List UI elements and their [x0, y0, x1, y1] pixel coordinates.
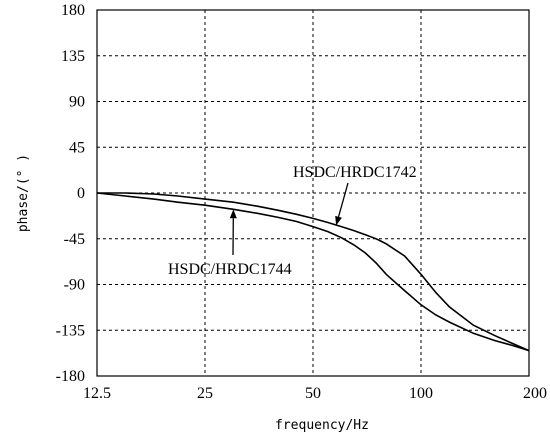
y-tick-label: 0: [77, 185, 85, 202]
annotation-1744-arrowhead: [230, 209, 237, 218]
y-tick-label: -180: [56, 368, 85, 385]
x-axis-label: frequency/Hz: [275, 418, 369, 433]
annotation-1742-arrowhead: [335, 216, 342, 226]
tick-labels: 12.5 25 50 100 200 180 135 90 45 0 -45 -90 -135 -180: [56, 2, 547, 402]
y-tick-label: 180: [61, 2, 85, 19]
grid-lines: [97, 10, 529, 376]
annotation-1744: HSDC/HRDC1744: [168, 209, 292, 278]
annotation-1742-label: HSDC/HRDC1742: [293, 164, 417, 181]
annotation-1742: HSDC/HRDC1742: [293, 164, 417, 226]
x-tick-label: 25: [197, 385, 213, 402]
y-tick-label: 45: [69, 139, 85, 156]
y-tick-label: 90: [69, 94, 85, 111]
x-tick-label: 200: [523, 385, 547, 402]
x-tick-label: 50: [305, 385, 321, 402]
y-tick-label: -90: [64, 277, 85, 294]
x-tick-label: 12.5: [83, 385, 111, 402]
y-tick-label: -135: [56, 322, 85, 339]
y-axis-label: phase/(° ): [16, 154, 31, 232]
annotation-1744-label: HSDC/HRDC1744: [168, 261, 292, 278]
y-tick-label: -45: [64, 231, 85, 248]
x-tick-label: 100: [409, 385, 433, 402]
annotation-1742-arrow: [339, 183, 349, 217]
y-tick-label: 135: [61, 48, 85, 65]
